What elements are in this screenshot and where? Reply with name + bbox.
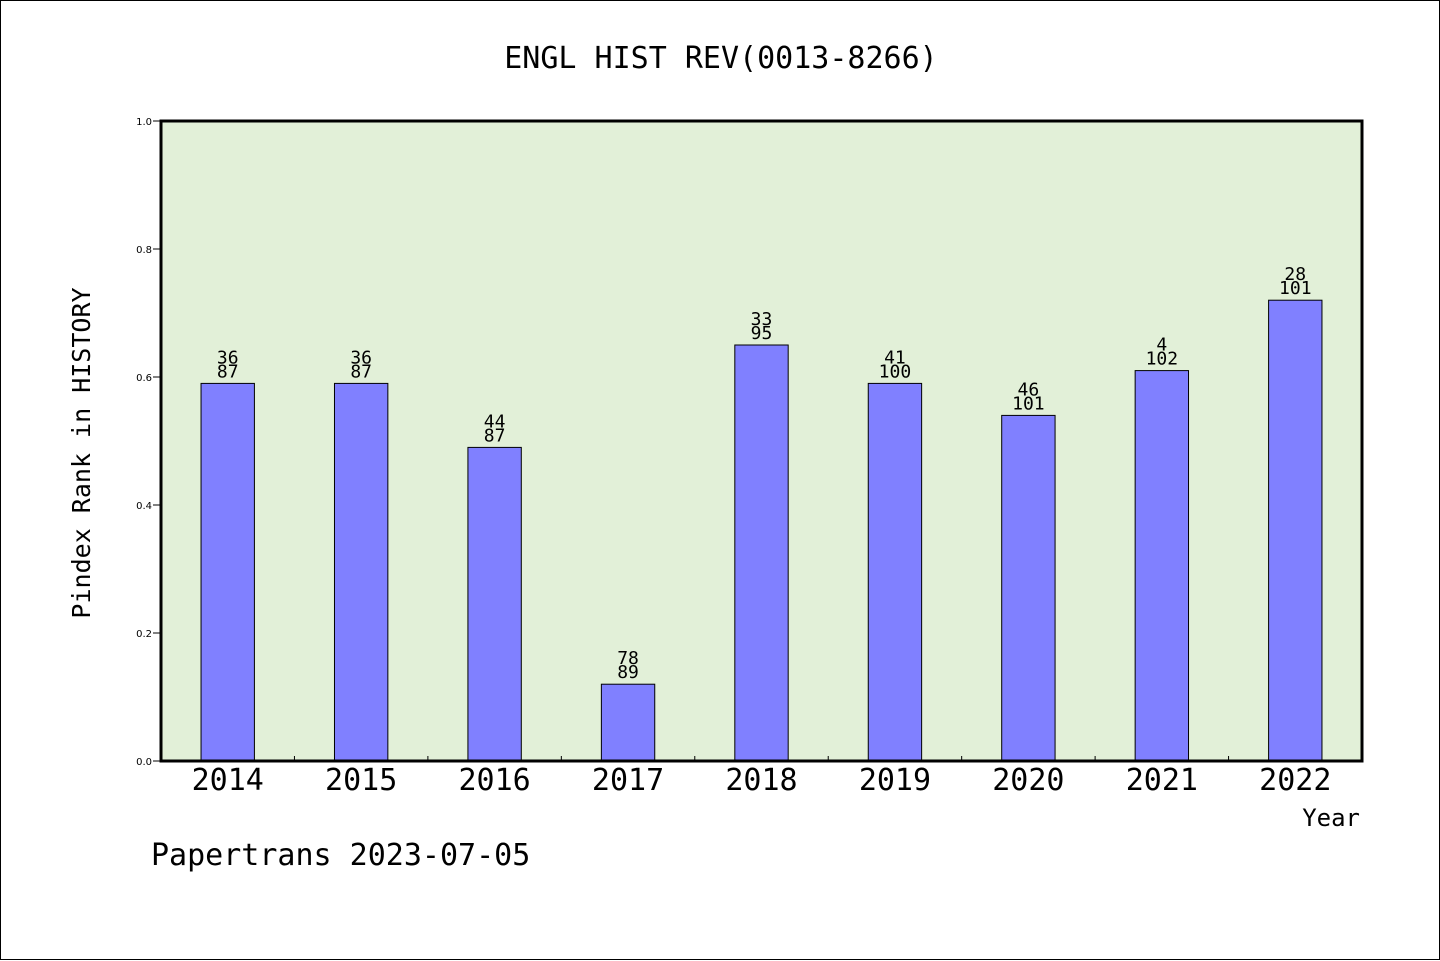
bar-total-label: 87 (217, 361, 239, 382)
bar-rank-label: 36 (350, 347, 372, 368)
y-axis-label: Pindex Rank in HISTORY (67, 287, 96, 618)
x-tick-label: 2021 (1126, 763, 1198, 798)
bar-rank-label: 78 (617, 648, 639, 669)
bar-total-label: 87 (484, 425, 506, 446)
bar (867, 382, 923, 762)
bar-total-label: 101 (1279, 278, 1312, 299)
x-axis-ticks: 2014 2015 2016 2017 2018 2019 2020 2021 2022 (192, 756, 1331, 798)
bar-total-label: 87 (350, 361, 372, 382)
y-tick-label: 0.6 (136, 373, 152, 384)
bar (1134, 370, 1190, 762)
bar-rank-label: 44 (484, 411, 506, 432)
bar (333, 382, 389, 762)
bar-rank-label: 33 (751, 309, 773, 330)
credit-text: Papertrans 2023-07-05 (151, 838, 530, 873)
x-tick-label: 2017 (592, 763, 664, 798)
bar-total-label: 102 (1146, 349, 1179, 370)
bar (1001, 414, 1056, 762)
bar (600, 683, 656, 762)
y-tick-label: 0.0 (136, 757, 152, 768)
bar (734, 344, 789, 762)
x-tick-label: 2022 (1259, 763, 1331, 798)
y-tick-label: 0.4 (136, 501, 152, 512)
bar-rank-label: 41 (884, 347, 906, 368)
bar-series (200, 299, 1323, 762)
x-tick-label: 2019 (859, 763, 931, 798)
x-tick-label: 2014 (192, 763, 264, 798)
bar-rank-label: 46 (1018, 379, 1040, 400)
bar (467, 446, 522, 762)
x-tick-label: 2018 (725, 763, 797, 798)
chart-title: ENGL HIST REV(0013-8266) (504, 41, 937, 76)
bar-total-label: 95 (751, 323, 773, 344)
x-tick-label: 2020 (992, 763, 1064, 798)
bar-rank-label: 4 (1156, 335, 1167, 356)
x-axis-label: Year (1302, 804, 1360, 832)
y-tick-label: 0.2 (136, 629, 152, 640)
bar-total-label: 100 (879, 361, 912, 382)
bar-total-label: 101 (1012, 393, 1045, 414)
bar-total-label: 89 (617, 662, 639, 683)
bar (200, 382, 255, 762)
x-tick-label: 2015 (325, 763, 397, 798)
bar (1268, 299, 1323, 762)
bar-rank-label: 36 (217, 347, 239, 368)
x-tick-label: 2016 (458, 763, 530, 798)
y-tick-label: 0.8 (136, 245, 152, 256)
plot-frame (159, 119, 1364, 763)
bar-rank-label: 28 (1284, 264, 1306, 285)
y-axis-ticks: 0.0 0.2 0.4 0.6 0.8 1.0 (136, 117, 161, 768)
y-tick-label: 1.0 (136, 117, 152, 128)
